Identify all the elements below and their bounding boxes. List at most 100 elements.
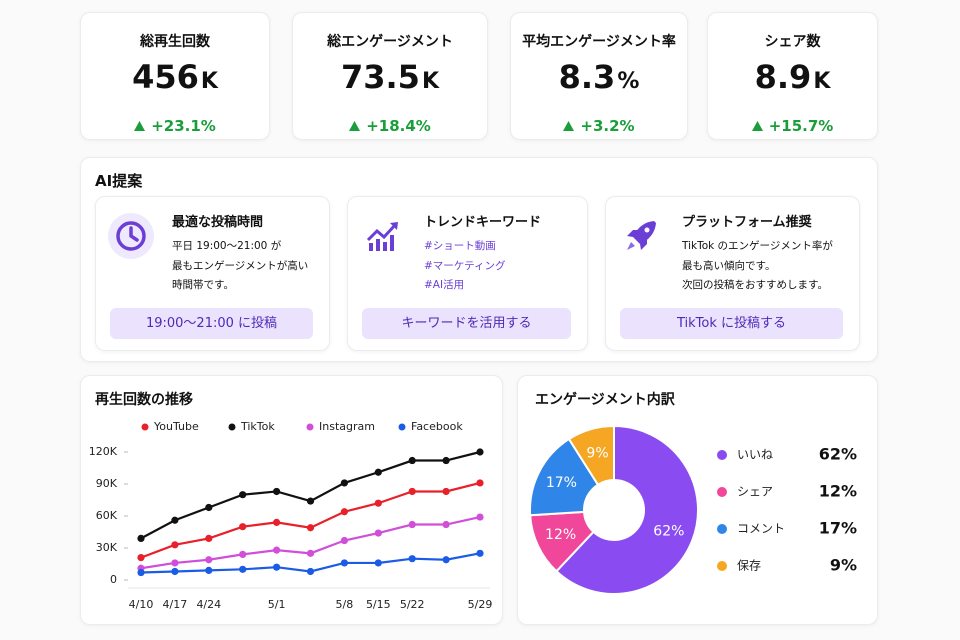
legend-label: Instagram — [319, 420, 375, 433]
y-tick-label: 0 — [110, 573, 117, 586]
pie-slice — [555, 424, 699, 595]
text-line: TikTok のエンゲージメント率が — [682, 240, 833, 252]
kpi-card: 総再生回数 456K +23.1% — [80, 12, 270, 140]
x-tick-label: 5/29 — [468, 598, 493, 611]
kpi-number: 73.5 — [340, 58, 420, 96]
data-point — [205, 566, 213, 575]
kpi-value: 8.3% — [511, 58, 687, 96]
x-tick-label: 5/22 — [400, 598, 425, 611]
kpi-label: 総エンゲージメント — [327, 34, 453, 50]
rocket-icon — [618, 213, 664, 259]
data-point — [476, 513, 484, 521]
ai-card-title: 最適な投稿時間 — [172, 215, 264, 230]
ai-card-body: 平日 19:00〜21:00 が最もエンゲージメントが高い 時間帯です。 — [172, 237, 308, 296]
kpi-change: +18.4% — [293, 117, 487, 135]
data-point — [340, 508, 348, 516]
up-arrow — [751, 121, 763, 131]
kpi-unit: K — [421, 69, 439, 94]
data-point — [442, 520, 450, 529]
legend-swatch — [717, 561, 727, 571]
y-tick-label: 90K — [96, 477, 118, 490]
data-point — [239, 491, 247, 499]
data-point — [171, 516, 179, 524]
trend-icon — [360, 213, 406, 259]
keyword: #AI活用 — [424, 279, 465, 291]
legend-swatch — [717, 524, 727, 534]
up-arrow — [563, 121, 575, 131]
data-point — [442, 456, 450, 465]
ai-card-title: プラットフォーム推奨 — [682, 215, 812, 230]
ai-button[interactable]: キーワードを活用する — [362, 308, 571, 339]
legend-label: 保存 — [737, 559, 761, 573]
x-tick-label: 5/8 — [336, 598, 354, 611]
data-point — [171, 559, 179, 567]
y-tick-label: 30K — [96, 541, 118, 554]
kpi-unit: K — [200, 69, 218, 94]
data-point — [374, 499, 382, 507]
ai-button[interactable]: 19:00〜21:00 に投稿 — [110, 308, 313, 339]
data-point — [340, 536, 348, 545]
data-point — [239, 565, 247, 573]
panel-title: AI提案 — [95, 172, 143, 190]
x-tick-label: 5/15 — [366, 598, 391, 611]
chart-title: 再生回数の推移 — [95, 392, 193, 408]
kpi-card: 総エンゲージメント 73.5K +18.4% — [292, 12, 488, 140]
text-line: 最も高い傾向です。 — [682, 259, 776, 272]
kpi-change: +23.1% — [81, 117, 269, 135]
slice-label: 62% — [653, 524, 684, 540]
legend-label: TikTok — [240, 420, 275, 433]
x-tick-label: 4/10 — [129, 598, 154, 611]
data-point — [239, 550, 247, 559]
kpi-number: 8.9 — [754, 58, 812, 96]
data-point — [340, 559, 348, 567]
data-point — [273, 487, 281, 496]
text-line: 平日 19:00〜21:00 が — [172, 240, 282, 252]
kpi-change: +3.2% — [511, 117, 687, 135]
kpi-value: 456K — [81, 58, 269, 96]
legend-swatch — [398, 423, 406, 431]
x-tick-label: 4/24 — [196, 598, 221, 611]
data-point — [374, 468, 382, 476]
ai-button[interactable]: TikTok に投稿する — [620, 308, 843, 339]
ai-card-body: TikTok のエンゲージメント率が 最も高い傾向です。次回の投稿をおすすめします… — [682, 237, 833, 296]
data-point — [408, 555, 416, 563]
kpi-card: 平均エンゲージメント率 8.3% +3.2% — [510, 12, 688, 140]
keyword: #ショート動画 — [424, 240, 496, 252]
data-point — [205, 534, 213, 543]
ai-card-title: トレンドキーワード — [424, 215, 542, 230]
legend-value: 9% — [830, 556, 857, 575]
data-point — [273, 546, 281, 554]
y-tick-label: 60K — [96, 509, 118, 522]
kpi-value: 73.5K — [293, 58, 487, 96]
data-point — [306, 524, 315, 532]
legend-label: Facebook — [411, 420, 463, 433]
data-point — [408, 520, 416, 529]
data-point — [306, 567, 315, 576]
data-point — [442, 487, 450, 496]
kpi-unit: K — [813, 69, 831, 94]
ai-card-body: #ショート動画 #マーケティング #AI活用 — [424, 237, 505, 296]
legend-swatch — [141, 423, 149, 431]
series-line — [140, 481, 481, 559]
chart-title: エンゲージメント内訳 — [535, 392, 675, 408]
legend-swatch — [717, 450, 727, 460]
data-point — [239, 523, 247, 531]
kpi-change-text: +3.2% — [580, 117, 635, 135]
legend-swatch — [717, 487, 727, 497]
legend-value: 62% — [819, 445, 857, 464]
x-tick-label: 5/1 — [268, 598, 286, 611]
slice-label: 17% — [546, 475, 577, 491]
data-point — [137, 554, 145, 562]
text-line: 次回の投稿をおすすめします。 — [682, 279, 828, 291]
text-line: 時間帯です。 — [172, 279, 234, 291]
kpi-number: 456 — [132, 58, 199, 96]
legend-value: 17% — [819, 519, 857, 538]
data-point — [408, 456, 416, 465]
kpi-label: シェア数 — [764, 34, 821, 50]
ai-card: プラットフォーム推奨 TikTok のエンゲージメント率が 最も高い傾向です。次回… — [605, 196, 860, 351]
slice-label: 9% — [586, 445, 608, 461]
legend-label: コメント — [737, 522, 785, 536]
data-point — [408, 487, 416, 496]
x-tick-label: 4/17 — [163, 598, 188, 611]
